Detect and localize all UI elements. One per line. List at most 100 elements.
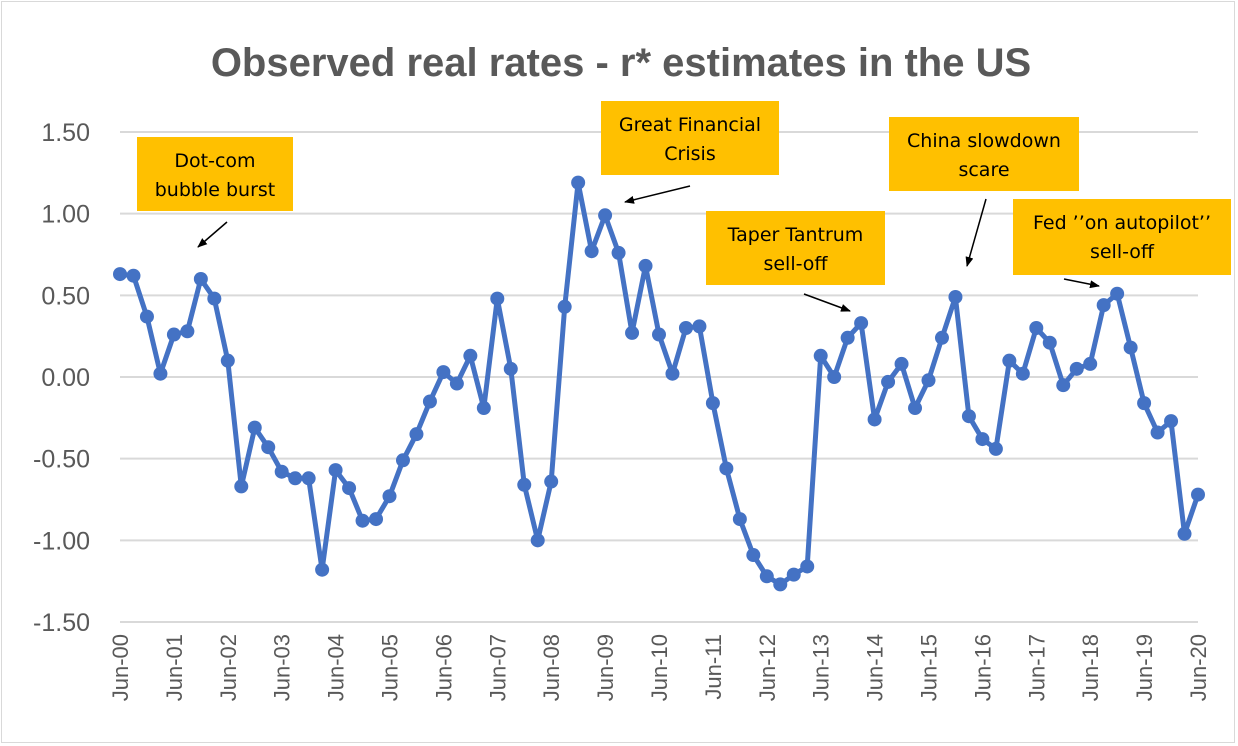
x-tick-label: Jun-13 xyxy=(809,634,834,701)
data-point xyxy=(652,327,666,342)
y-tick-label: 0.50 xyxy=(41,282,90,310)
data-point xyxy=(166,327,181,342)
data-point xyxy=(153,366,168,381)
annotation: Fed ’’on autopilot’’ sell-off xyxy=(1013,199,1231,289)
data-point xyxy=(759,569,774,584)
data-point xyxy=(598,208,613,223)
x-tick-label: Jun-07 xyxy=(485,634,510,701)
x-tick-label: Jun-06 xyxy=(431,634,456,701)
data-point xyxy=(247,420,262,435)
data-point xyxy=(975,432,990,447)
gridlines xyxy=(120,131,1198,623)
data-point xyxy=(1164,414,1179,429)
data-point xyxy=(301,471,316,486)
x-tick-label: Jun-11 xyxy=(701,634,726,700)
data-point xyxy=(840,330,855,345)
data-point xyxy=(908,401,923,416)
data-point xyxy=(1083,356,1098,371)
data-point xyxy=(934,330,949,345)
annotation-label: bubble burst xyxy=(155,179,276,201)
data-point xyxy=(544,474,559,489)
data-point xyxy=(921,373,936,388)
data-point xyxy=(1042,335,1057,350)
data-point xyxy=(463,348,478,363)
annotation-label: Crisis xyxy=(664,143,715,165)
y-tick-label: 1.00 xyxy=(41,201,90,229)
data-point xyxy=(395,453,410,468)
data-point xyxy=(261,440,276,455)
data-point xyxy=(315,562,330,577)
data-point xyxy=(1150,425,1165,440)
annotation-label: sell-off xyxy=(763,253,828,275)
annotation-label: Taper Tantrum xyxy=(727,224,864,246)
data-point xyxy=(692,319,707,334)
data-point xyxy=(530,533,545,548)
data-point xyxy=(678,321,693,335)
x-tick-label: Jun-19 xyxy=(1132,634,1157,701)
data-point xyxy=(894,356,909,371)
data-point xyxy=(193,272,208,286)
data-point xyxy=(988,441,1003,456)
x-tick-label: Jun-18 xyxy=(1078,634,1103,701)
data-point xyxy=(503,361,518,376)
annotation-label: Fed ’’on autopilot’’ xyxy=(1033,212,1211,234)
annotation-arrow xyxy=(624,185,691,204)
data-point xyxy=(180,324,195,339)
y-axis-ticks: 1.50 1.00 0.50 0.00 -0.50 -1.00 -1.50 xyxy=(33,119,90,637)
data-point xyxy=(948,289,963,304)
annotation-label: Great Financial xyxy=(619,114,761,136)
annotation-arrow xyxy=(965,198,987,267)
data-point xyxy=(355,513,370,528)
data-point xyxy=(207,291,222,306)
data-point xyxy=(139,309,154,324)
x-tick-label: Jun-04 xyxy=(324,634,349,701)
x-axis-ticks: Jun-00 Jun-01 Jun-02 Jun-03 Jun-04 Jun-05 Jun-… xyxy=(108,634,1211,701)
data-point xyxy=(422,394,437,409)
chart-title: Observed real rates - r* estimates in th… xyxy=(211,41,1031,85)
annotation-label: Dot-com xyxy=(174,150,255,172)
data-point xyxy=(557,299,572,314)
data-point xyxy=(382,489,397,504)
data-point xyxy=(369,512,384,527)
data-point xyxy=(665,366,680,381)
series-line-layer xyxy=(113,175,1205,592)
annotations: Dot-com bubble burst Great Financial Crisis… xyxy=(137,101,1231,312)
data-point xyxy=(126,268,141,283)
data-point xyxy=(1029,321,1044,335)
annotation: Dot-com bubble burst xyxy=(137,137,293,248)
annotation-label: China slowdown xyxy=(907,130,1061,152)
data-point xyxy=(1069,361,1084,376)
x-tick-label: Jun-02 xyxy=(216,634,241,701)
data-point xyxy=(234,479,249,494)
data-point xyxy=(274,464,289,479)
data-point xyxy=(113,267,127,282)
annotation-label: scare xyxy=(958,159,1009,181)
data-point xyxy=(1096,298,1111,313)
y-tick-label: 1.50 xyxy=(41,119,90,147)
annotation-box xyxy=(601,101,779,175)
data-point xyxy=(1056,378,1071,393)
annotation: Taper Tantrum sell-off xyxy=(706,211,885,312)
annotation-box xyxy=(889,117,1079,191)
y-tick-label: -1.50 xyxy=(33,609,90,637)
data-point xyxy=(611,245,626,260)
data-point xyxy=(1110,286,1125,301)
data-point xyxy=(288,471,303,486)
annotation-arrow xyxy=(803,293,851,312)
y-tick-label: -1.00 xyxy=(33,527,90,555)
data-point xyxy=(342,481,357,496)
annotation: China slowdown scare xyxy=(889,117,1079,267)
x-tick-label: Jun-16 xyxy=(970,634,995,701)
data-point xyxy=(449,376,464,391)
x-tick-label: Jun-00 xyxy=(108,634,133,701)
annotation-label: sell-off xyxy=(1090,241,1155,263)
data-point xyxy=(1137,396,1152,411)
x-tick-label: Jun-17 xyxy=(1024,634,1049,701)
data-point xyxy=(773,577,788,592)
annotation-arrow xyxy=(197,221,228,248)
data-point xyxy=(1015,366,1030,381)
data-point xyxy=(854,316,869,331)
x-tick-label: Jun-01 xyxy=(162,634,187,701)
